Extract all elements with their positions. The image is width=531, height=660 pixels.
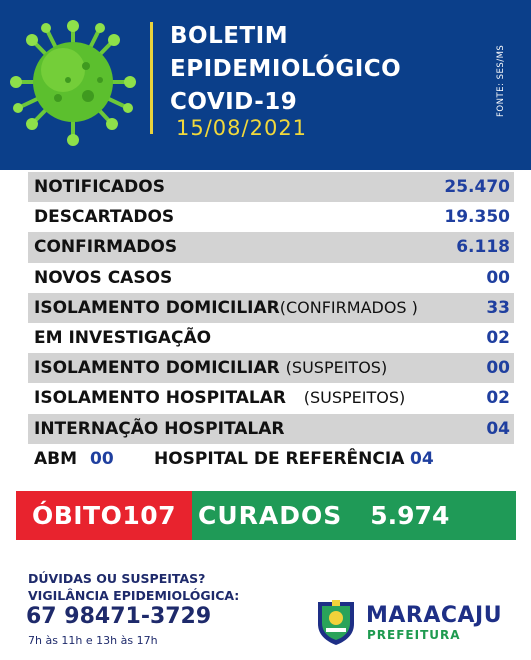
- stat-row: EM INVESTIGAÇÃO 02: [28, 323, 514, 353]
- obito-label: ÓBITO: [31, 501, 123, 530]
- stats-table: NOTIFICADOS 25.470 DESCARTADOS 19.350 CO…: [28, 172, 514, 474]
- stat-value: 6.118: [456, 237, 510, 258]
- bulletin-date: 15/08/2021: [176, 116, 308, 140]
- obito-value: 107: [122, 501, 177, 530]
- footer-hours: 7h às 11h e 13h às 17h: [28, 634, 158, 647]
- stat-qualifier: (CONFIRMADOS ): [279, 297, 418, 317]
- stat-label: CONFIRMADOS: [34, 237, 178, 258]
- stat-label: DESCARTADOS: [34, 207, 175, 228]
- title-line-1: BOLETIM: [170, 23, 289, 49]
- stat-value: 19.350: [444, 207, 510, 228]
- obito-box: ÓBITO 107: [16, 491, 192, 540]
- title-line-3: COVID-19: [170, 89, 298, 115]
- header-banner: BOLETIM EPIDEMIOLÓGICO COVID-19 15/08/20…: [0, 0, 531, 170]
- stat-label: ISOLAMENTO HOSPITALAR (SUSPEITOS): [34, 388, 406, 409]
- source-label: FONTE: SES/MS: [496, 44, 506, 118]
- stat-row: INTERNAÇÃO HOSPITALAR 04: [28, 413, 514, 444]
- curados-value: 5.974: [370, 501, 450, 530]
- stat-value: 04: [486, 418, 510, 439]
- prefeitura-label: PREFEITURA: [367, 628, 461, 642]
- abm-row: ABM 00 HOSPITAL DE REFERÊNCIA 04: [28, 444, 514, 474]
- stat-label: EM INVESTIGAÇÃO: [34, 327, 212, 348]
- stat-row: ISOLAMENTO HOSPITALAR (SUSPEITOS) 02: [28, 383, 514, 413]
- stat-label: ISOLAMENTO DOMICILIAR(CONFIRMADOS ): [34, 297, 418, 318]
- stat-value: 00: [486, 358, 510, 379]
- footer-department: VIGILÂNCIA EPIDEMIOLÓGICA:: [28, 588, 240, 603]
- stat-qualifier: (SUSPEITOS): [303, 388, 406, 408]
- abm-value: 00: [90, 448, 114, 469]
- city-name: MARACAJU: [366, 603, 503, 628]
- stat-row: CONFIRMADOS 6.118: [28, 232, 514, 263]
- stat-row: NOVOS CASOS 00: [28, 263, 514, 293]
- stat-row: DESCARTADOS 19.350: [28, 202, 514, 232]
- curados-box: CURADOS 5.974: [192, 491, 516, 540]
- virus-icon: [10, 20, 136, 146]
- stat-label: NOTIFICADOS: [34, 177, 165, 197]
- stat-value: 00: [486, 267, 510, 288]
- city-crest-icon: [318, 600, 354, 645]
- footer-phone: 67 98471-3729: [26, 604, 212, 629]
- abm-label: ABM: [34, 448, 78, 469]
- stat-row: ISOLAMENTO DOMICILIAR (SUSPEITOS) 00: [28, 353, 514, 384]
- hospital-referencia-label: HOSPITAL DE REFERÊNCIA: [154, 448, 405, 469]
- hospital-referencia-value: 04: [410, 448, 434, 469]
- title-line-2: EPIDEMIOLÓGICO: [170, 56, 402, 82]
- stat-label: INTERNAÇÃO HOSPITALAR: [34, 418, 285, 439]
- stat-value: 33: [486, 297, 510, 318]
- stat-label: ISOLAMENTO DOMICILIAR (SUSPEITOS): [34, 358, 388, 379]
- footer-question: DÚVIDAS OU SUSPEITAS?: [28, 571, 206, 586]
- stat-value: 25.470: [444, 177, 510, 197]
- stat-row: ISOLAMENTO DOMICILIAR(CONFIRMADOS ) 33: [28, 292, 514, 323]
- stat-label: NOVOS CASOS: [34, 267, 173, 288]
- stat-qualifier: (SUSPEITOS): [285, 358, 388, 378]
- stat-value: 02: [486, 327, 510, 348]
- stat-value: 02: [486, 388, 510, 409]
- outcome-banner: ÓBITO 107 CURADOS 5.974: [16, 491, 516, 540]
- curados-label: CURADOS: [198, 501, 343, 530]
- stat-row: NOTIFICADOS 25.470: [28, 172, 514, 203]
- header-divider: [150, 22, 153, 134]
